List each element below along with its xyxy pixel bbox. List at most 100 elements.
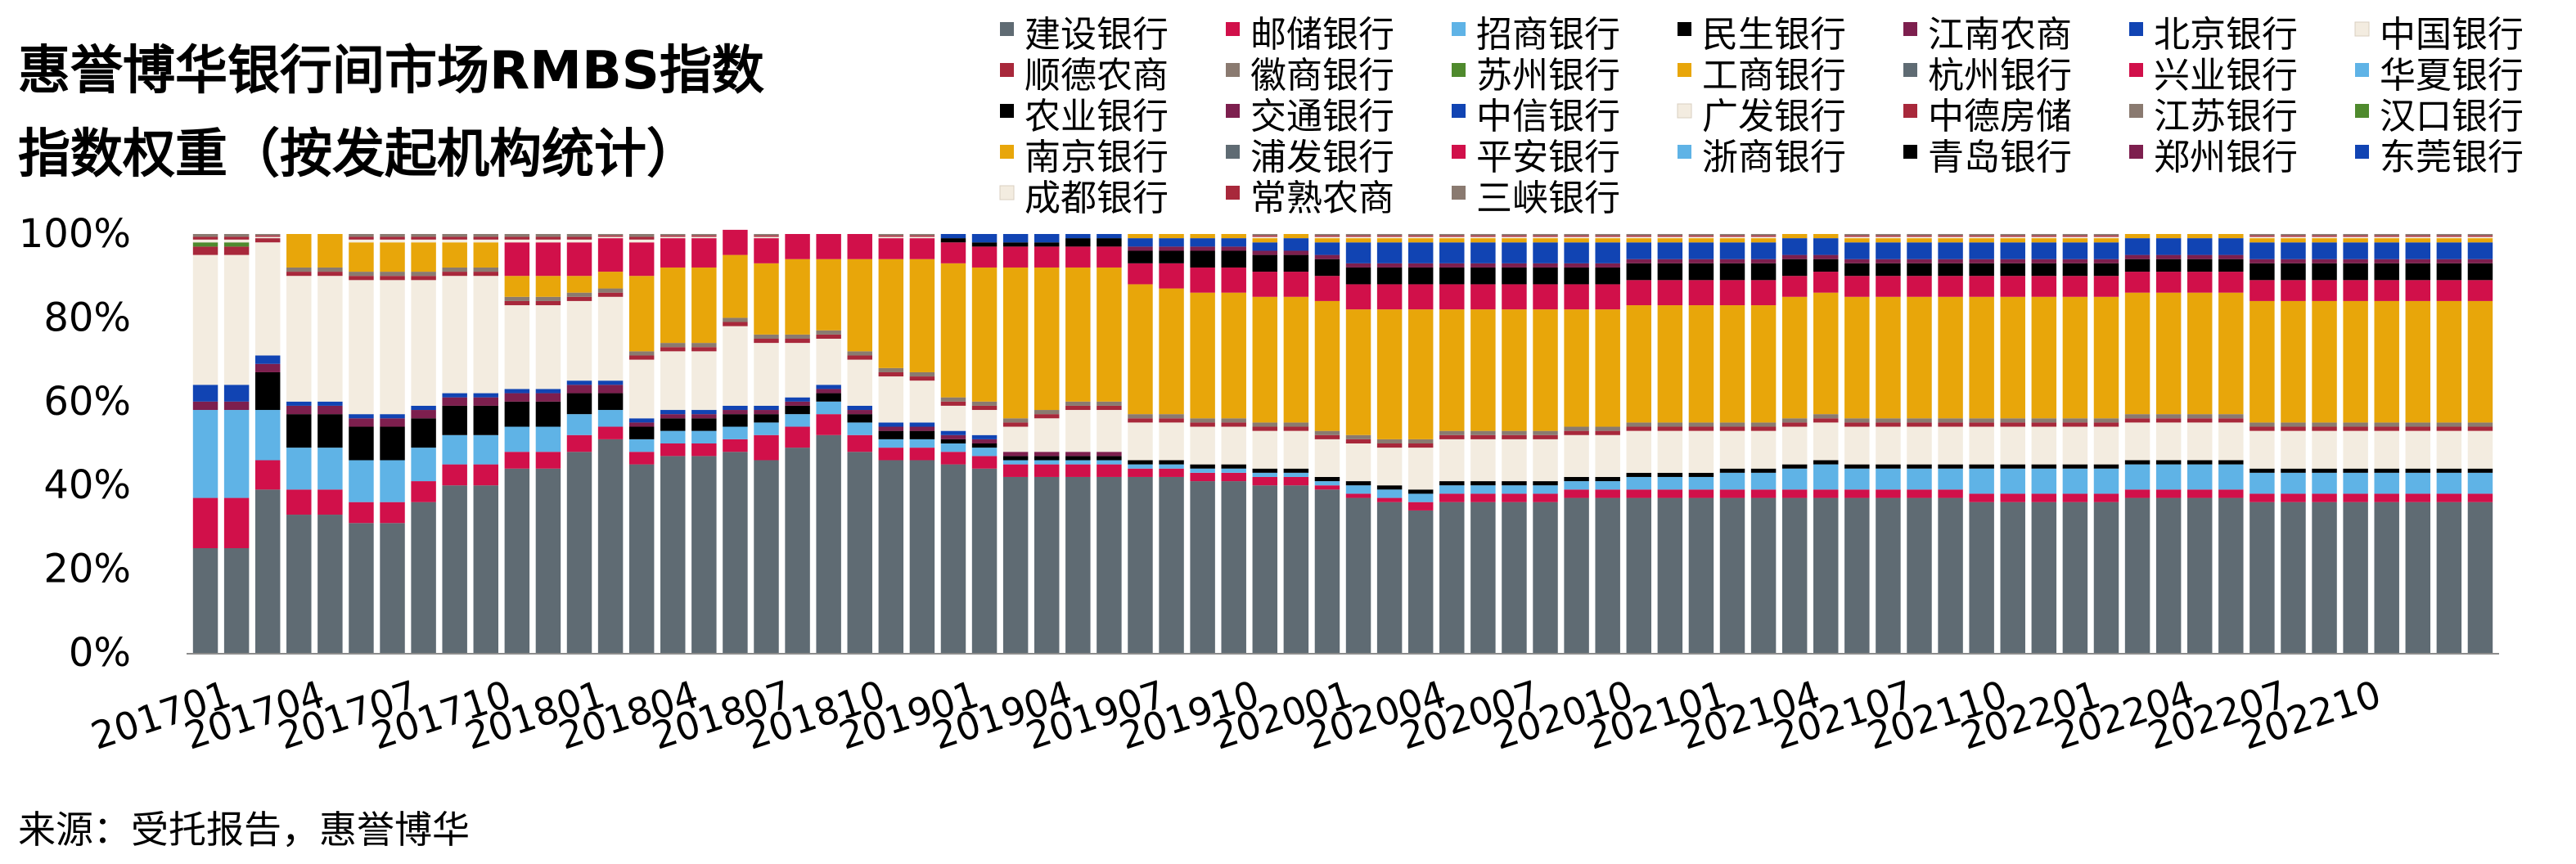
bar-segment <box>1938 242 1963 259</box>
legend-swatch <box>1678 145 1691 159</box>
bar-segment <box>1564 238 1589 243</box>
bar-stack <box>1750 234 1777 653</box>
bar-segment <box>1844 422 1870 427</box>
bar-segment <box>971 448 998 457</box>
bar-segment <box>2031 426 2057 465</box>
bar-segment <box>223 401 250 411</box>
bar-segment <box>566 296 592 301</box>
bar-segment <box>2405 468 2431 473</box>
bar-segment <box>1595 234 1620 236</box>
bar-segment <box>909 238 935 259</box>
legend-swatch <box>1677 103 1692 119</box>
bar-segment <box>2186 422 2213 461</box>
bar-segment <box>909 376 935 381</box>
bar-segment <box>2374 235 2399 237</box>
bar-segment <box>2281 236 2306 239</box>
legend-label: 中德房储 <box>1928 96 2072 137</box>
bar-segment <box>1345 284 1371 310</box>
bar-segment <box>816 389 841 394</box>
bar-segment <box>878 371 904 377</box>
bar-segment <box>723 452 748 653</box>
bar-segment <box>1034 418 1060 452</box>
bar-segment <box>1470 493 1496 502</box>
bar-segment <box>1626 234 1652 236</box>
legend-swatch <box>1000 104 1014 118</box>
bar-segment <box>1128 263 1153 285</box>
bar-segment <box>2155 238 2182 255</box>
bar-segment <box>2031 235 2057 237</box>
bar-segment <box>1002 418 1029 423</box>
bar-segment <box>1190 426 1215 465</box>
bar-segment <box>286 267 312 272</box>
bar-segment <box>1844 464 1870 469</box>
legend-label: 邮储银行 <box>1250 14 1394 56</box>
bar-segment <box>1750 489 1777 498</box>
bar-segment <box>1376 443 1403 448</box>
bar-segment <box>1345 242 1371 263</box>
bar-segment <box>2031 259 2057 263</box>
bar-segment <box>1439 485 1465 494</box>
bar-segment <box>1657 497 1683 653</box>
bar-segment <box>1969 242 1994 259</box>
bar-segment <box>1283 254 1309 272</box>
legend-item: 东莞银行 <box>2355 137 2524 178</box>
bar-segment <box>660 456 686 653</box>
bar-segment <box>628 355 655 360</box>
bar-segment <box>2405 280 2431 301</box>
bar-segment <box>1595 267 1620 285</box>
bar-segment <box>535 300 561 306</box>
bar-segment <box>1969 418 1994 423</box>
bar-segment <box>349 280 374 415</box>
bar-segment <box>2436 300 2462 423</box>
bar-segment <box>1314 430 1340 435</box>
bar-segment <box>1502 439 1527 482</box>
bar-segment <box>1283 296 1309 423</box>
bar-segment <box>2249 472 2275 494</box>
bar-stack <box>2249 234 2275 653</box>
bar-segment <box>254 235 281 237</box>
bar-stack <box>317 234 343 653</box>
bar-segment <box>1533 434 1558 439</box>
legend-swatch <box>1903 145 1917 159</box>
bar-segment <box>1128 234 1153 239</box>
bar-segment <box>1750 472 1777 490</box>
bar-segment <box>691 238 717 268</box>
bar-stack <box>2405 234 2431 653</box>
bar-segment <box>2312 468 2337 473</box>
bar-segment <box>2249 426 2275 431</box>
bar-segment <box>1502 485 1527 494</box>
bar-segment <box>1938 276 1963 297</box>
bar-segment <box>1376 234 1403 236</box>
bar-segment <box>1283 430 1309 469</box>
bar-segment <box>535 296 561 301</box>
bar-segment <box>909 422 935 427</box>
bar-segment <box>2405 422 2431 427</box>
bar-segment <box>411 280 436 406</box>
bar-segment <box>2155 422 2182 461</box>
bar-segment <box>1876 464 1901 469</box>
bar-segment <box>909 259 935 372</box>
bar-segment <box>1128 418 1153 423</box>
bar-segment <box>2186 418 2213 423</box>
bar-segment <box>1595 497 1620 653</box>
bar-segment <box>1688 235 1714 237</box>
bar-segment <box>2031 263 2057 277</box>
bar-segment <box>223 234 250 237</box>
legend-item: 杭州银行 <box>1903 55 2072 97</box>
legend-label: 常熟农商 <box>1250 178 1394 219</box>
bar-segment <box>1969 263 1994 277</box>
bar-segment <box>1376 267 1403 285</box>
legend-swatch <box>2129 63 2143 77</box>
bar-segment <box>1626 235 1652 237</box>
bar-segment <box>1533 238 1558 243</box>
bar-segment <box>597 234 624 236</box>
bar-segment <box>971 242 998 247</box>
bar-segment <box>223 236 250 240</box>
chart-title-line-1: 惠誉博华银行间市场RMBS指数 <box>18 41 764 101</box>
bar-segment <box>2343 502 2368 653</box>
bar-segment <box>442 276 467 394</box>
bar-segment <box>1876 236 1901 239</box>
bars <box>192 229 2493 653</box>
bar-segment <box>1221 234 1246 239</box>
bar-stack <box>2093 234 2119 653</box>
